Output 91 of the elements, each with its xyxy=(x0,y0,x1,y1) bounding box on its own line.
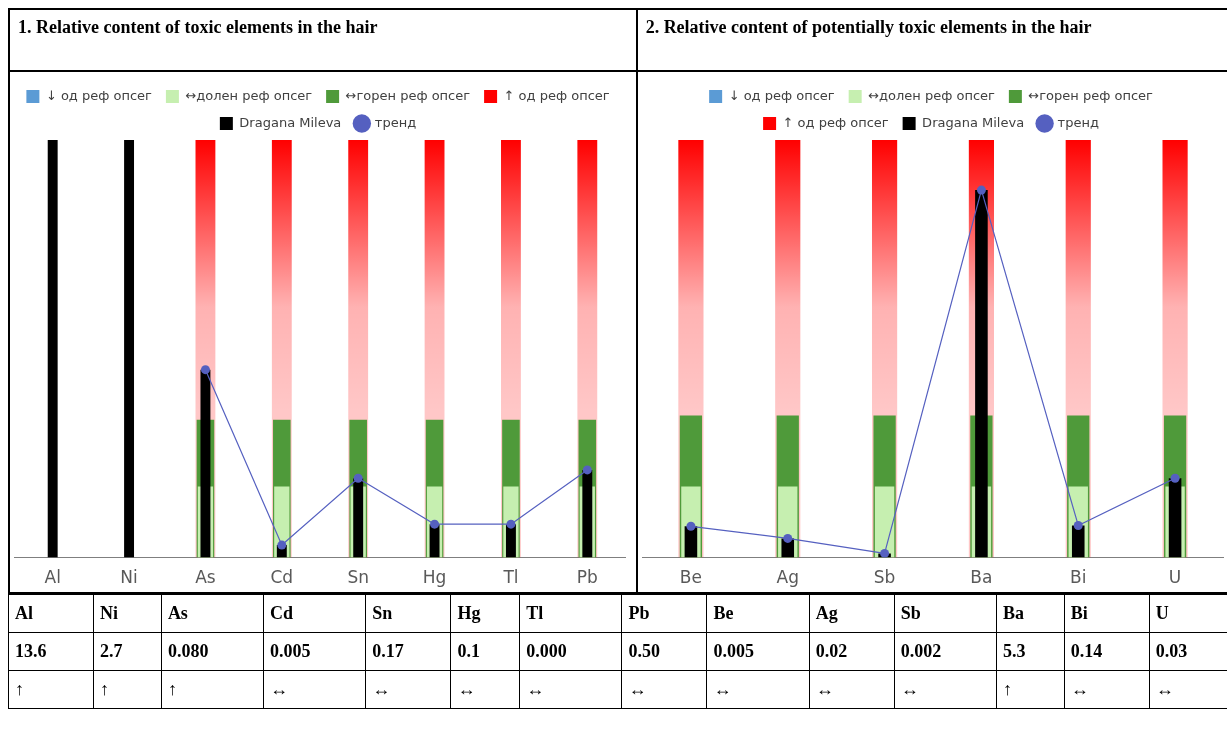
text: ↑ xyxy=(996,670,1065,709)
category-label: U xyxy=(1149,594,1227,633)
category-label: Ni xyxy=(93,594,162,633)
category-label: Al xyxy=(8,594,94,633)
point xyxy=(1170,473,1180,483)
category-label: As xyxy=(161,594,264,633)
chart-title: 2. Relative content of potentially toxic elements in the hair xyxy=(636,9,1227,71)
text: ↔ xyxy=(365,670,451,709)
text: ↔ xyxy=(706,670,810,709)
text: 5.3 xyxy=(1002,641,1026,661)
bar xyxy=(47,140,58,558)
bar xyxy=(200,369,211,558)
category-label: Ba xyxy=(996,594,1065,633)
category-label: Be xyxy=(706,594,810,633)
legend-label: ↑ од реф опсег xyxy=(782,114,889,130)
legend-label: ↑ од реф опсег xyxy=(503,87,610,103)
text: 0.50 xyxy=(628,641,660,661)
bar xyxy=(353,478,364,558)
point xyxy=(976,185,986,195)
legend-label: ↔долен реф опсег xyxy=(185,87,313,103)
bar xyxy=(874,486,894,558)
x-tick-label: Sn xyxy=(347,567,369,588)
text: 0.080 xyxy=(167,641,209,661)
point xyxy=(430,519,440,529)
point xyxy=(353,473,363,483)
x-tick-label: Be xyxy=(679,567,702,588)
text: ↔ xyxy=(263,670,366,709)
category-label: Hg xyxy=(450,594,520,633)
category-label: Sb xyxy=(894,594,997,633)
text: ↔ xyxy=(621,670,707,709)
category-label: Ag xyxy=(809,594,895,633)
bar xyxy=(124,140,135,558)
text: ↔ xyxy=(809,670,895,709)
legend-label: ↔горен реф опсег xyxy=(345,87,471,103)
x-tick-label: Ba xyxy=(969,567,993,588)
bar xyxy=(582,469,593,558)
legend-label: Dragana Mileva xyxy=(239,114,342,130)
point xyxy=(277,540,287,550)
text: ↔ xyxy=(450,670,520,709)
x-tick-label: Sb xyxy=(873,567,896,588)
legend-label: ↓ од реф опсег xyxy=(728,87,835,103)
text: 0.005 xyxy=(713,641,754,661)
x-tick-label: Tl xyxy=(502,567,519,588)
text: 0.000 xyxy=(526,641,567,661)
text: ↑ xyxy=(161,670,264,709)
category-label: Tl xyxy=(519,594,622,633)
point xyxy=(782,533,792,543)
legend-label: ↓ од реф опсег xyxy=(45,87,153,103)
legend-label: тренд xyxy=(374,114,417,130)
x-tick-label: Cd xyxy=(270,567,294,588)
category-label: Bi xyxy=(1064,594,1150,633)
legend-label: ↔горен реф опсег xyxy=(1028,87,1153,103)
x-tick-label: Bi xyxy=(1069,567,1087,588)
text: 2.7 xyxy=(100,641,123,661)
x-tick-label: Al xyxy=(44,567,61,588)
text: 0.17 xyxy=(372,641,404,661)
text: 13.6 xyxy=(15,641,47,661)
x-tick-label: Hg xyxy=(422,567,447,588)
point xyxy=(200,365,210,375)
legend-label: Dragana Mileva xyxy=(921,114,1024,130)
text: ↑ xyxy=(8,670,94,709)
x-tick-label: Ag xyxy=(776,567,799,588)
category-label: Pb xyxy=(621,594,707,633)
category-label: Cd xyxy=(263,594,366,633)
category-label: Sn xyxy=(365,594,451,633)
text: 0.02 xyxy=(815,641,848,661)
text: ↔ xyxy=(894,670,997,709)
point xyxy=(879,548,889,558)
point xyxy=(686,521,696,531)
text: 0.002 xyxy=(900,641,942,661)
text: 0.005 xyxy=(270,641,311,661)
legend-label: тренд xyxy=(1057,114,1099,130)
point xyxy=(506,519,516,529)
bar xyxy=(1168,478,1181,558)
x-tick-label: Ni xyxy=(120,567,138,588)
point xyxy=(1073,520,1083,530)
x-tick-label: U xyxy=(1168,567,1181,588)
text: ↔ xyxy=(1064,670,1150,709)
legend-label: ↔долен реф опсег xyxy=(867,87,995,103)
text: 0.03 xyxy=(1155,641,1188,661)
chart-title: 1. Relative content of toxic elements in the hair xyxy=(9,9,637,71)
bar xyxy=(1071,525,1085,558)
text: ↔ xyxy=(519,670,622,709)
text: ↑ xyxy=(93,670,162,709)
x-tick-label: Pb xyxy=(576,567,598,588)
text: 0.14 xyxy=(1070,641,1103,661)
text: ↔ xyxy=(1149,670,1227,709)
x-tick-label: As xyxy=(195,567,216,588)
point xyxy=(582,465,592,475)
text: 0.1 xyxy=(457,641,480,661)
bar xyxy=(974,190,988,558)
